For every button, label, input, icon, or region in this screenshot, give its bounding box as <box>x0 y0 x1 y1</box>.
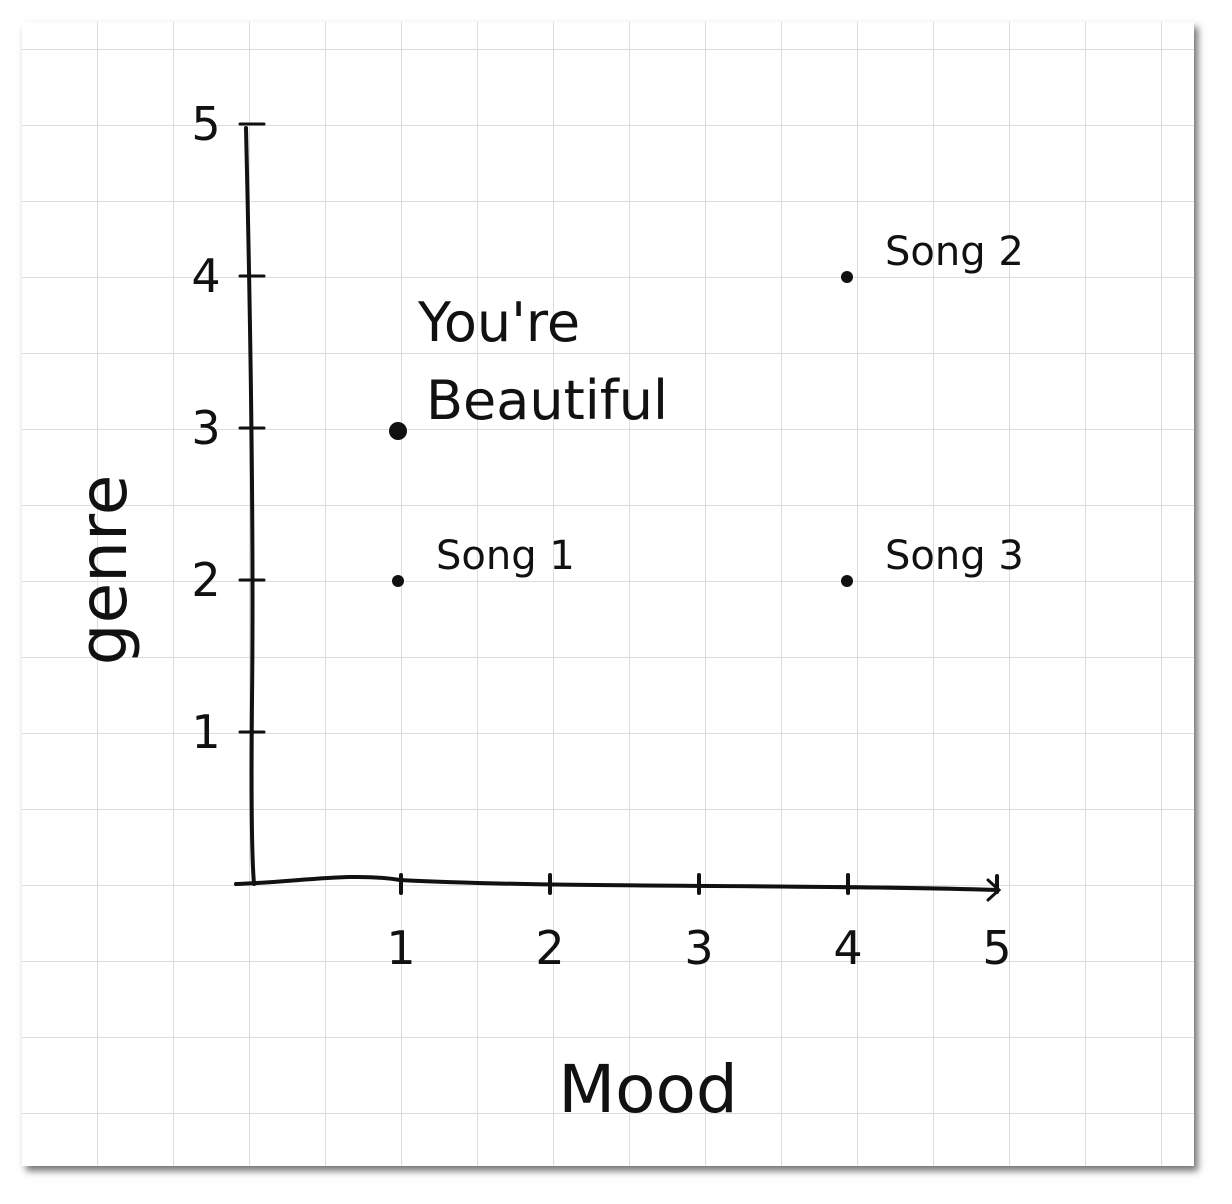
x-tick-label-4: 4 <box>833 921 862 975</box>
y-tick-label-1: 1 <box>191 705 220 759</box>
x-axis-label: Mood <box>558 1051 738 1128</box>
y-tick-label-5: 5 <box>191 97 220 151</box>
data-point-3 <box>841 271 853 283</box>
axis-labels: Mood genre <box>65 475 738 1128</box>
data-point-2 <box>392 575 404 587</box>
point-label-1-line-1: You're <box>417 291 580 354</box>
point-label-1-line-2: Beautiful <box>426 369 668 432</box>
x-tick-label-1: 1 <box>386 921 415 975</box>
x-tick-label-5: 5 <box>982 921 1011 975</box>
x-axis-line <box>234 874 1000 892</box>
x-tick-label-2: 2 <box>535 921 564 975</box>
data-points: You're Beautiful Song 1 Song 2 Song 3 <box>389 229 1024 587</box>
data-point-4 <box>841 575 853 587</box>
point-label-2: Song 1 <box>436 533 575 579</box>
x-tick-label-3: 3 <box>684 921 713 975</box>
data-point-1 <box>389 422 407 440</box>
y-axis-label: genre <box>65 475 142 666</box>
y-tick-label-2: 2 <box>191 553 220 607</box>
point-label-4: Song 3 <box>885 533 1024 579</box>
ticks: 1 2 3 4 5 1 2 3 4 5 <box>191 97 1011 975</box>
point-label-3: Song 2 <box>885 229 1024 275</box>
y-axis-line <box>244 126 256 886</box>
y-tick-label-4: 4 <box>191 249 220 303</box>
y-tick-label-3: 3 <box>191 401 220 455</box>
graph-paper-sheet <box>22 22 1194 1166</box>
